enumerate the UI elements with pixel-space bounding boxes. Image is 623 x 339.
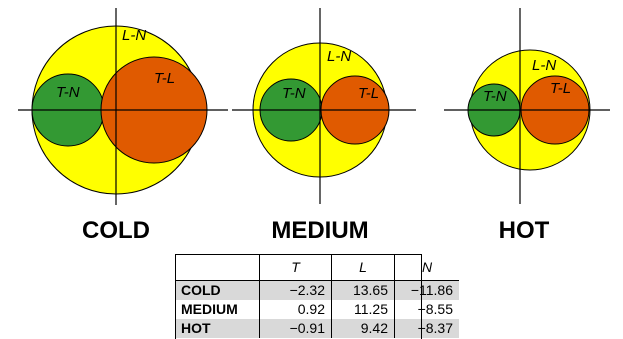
- cell-medium-t: 0.92: [259, 300, 332, 319]
- cell-hot-n: −8.37: [394, 319, 459, 338]
- table-row: COLD −2.32 13.65 −11.86: [175, 280, 459, 300]
- hot-left-label: T-N: [483, 88, 507, 105]
- cell-cold-l: 13.65: [331, 280, 395, 300]
- group-hot: L-N T-N T-L HOT: [444, 8, 610, 244]
- row-label-medium: MEDIUM: [175, 300, 260, 319]
- table-frame: [175, 254, 422, 339]
- medium-outer-label: L-N: [327, 48, 351, 65]
- table-row: MEDIUM 0.92 11.25 −8.55: [175, 300, 459, 319]
- table-header-row: T L N: [175, 254, 459, 281]
- table-header-l: L: [331, 254, 395, 281]
- table-header-corner: [175, 254, 260, 281]
- table-header-t: T: [259, 254, 332, 281]
- medium-right-label: T-L: [358, 85, 379, 102]
- group-cold: L-N T-N T-L COLD: [18, 8, 228, 244]
- table-row: HOT −0.91 9.42 −8.37: [175, 319, 459, 338]
- cold-outer-label: L-N: [122, 27, 146, 44]
- cold-condition-label: COLD: [82, 217, 150, 244]
- hot-outer-label: L-N: [532, 57, 556, 74]
- cell-medium-l: 11.25: [331, 300, 395, 319]
- cell-medium-n: −8.55: [417, 301, 453, 317]
- cell-hot-l: 9.42: [331, 319, 395, 338]
- cell-hot-t: −0.91: [259, 319, 332, 338]
- hot-condition-label: HOT: [499, 217, 550, 244]
- hot-right-label: T-L: [550, 80, 571, 97]
- row-label-hot: HOT: [175, 319, 260, 338]
- medium-condition-label: MEDIUM: [271, 217, 368, 244]
- cell-cold-t: −2.32: [259, 280, 332, 300]
- medium-left-label: T-N: [282, 85, 306, 102]
- row-label-cold: COLD: [175, 280, 260, 300]
- group-medium: L-N T-N T-L MEDIUM: [232, 8, 416, 244]
- table-header-n: N: [394, 254, 459, 281]
- cold-left-label: T-N: [56, 84, 80, 101]
- cold-right-label: T-L: [154, 70, 175, 87]
- values-table: T L N COLD −2.32 13.65 −11.86 MEDIUM 0.9…: [175, 254, 459, 338]
